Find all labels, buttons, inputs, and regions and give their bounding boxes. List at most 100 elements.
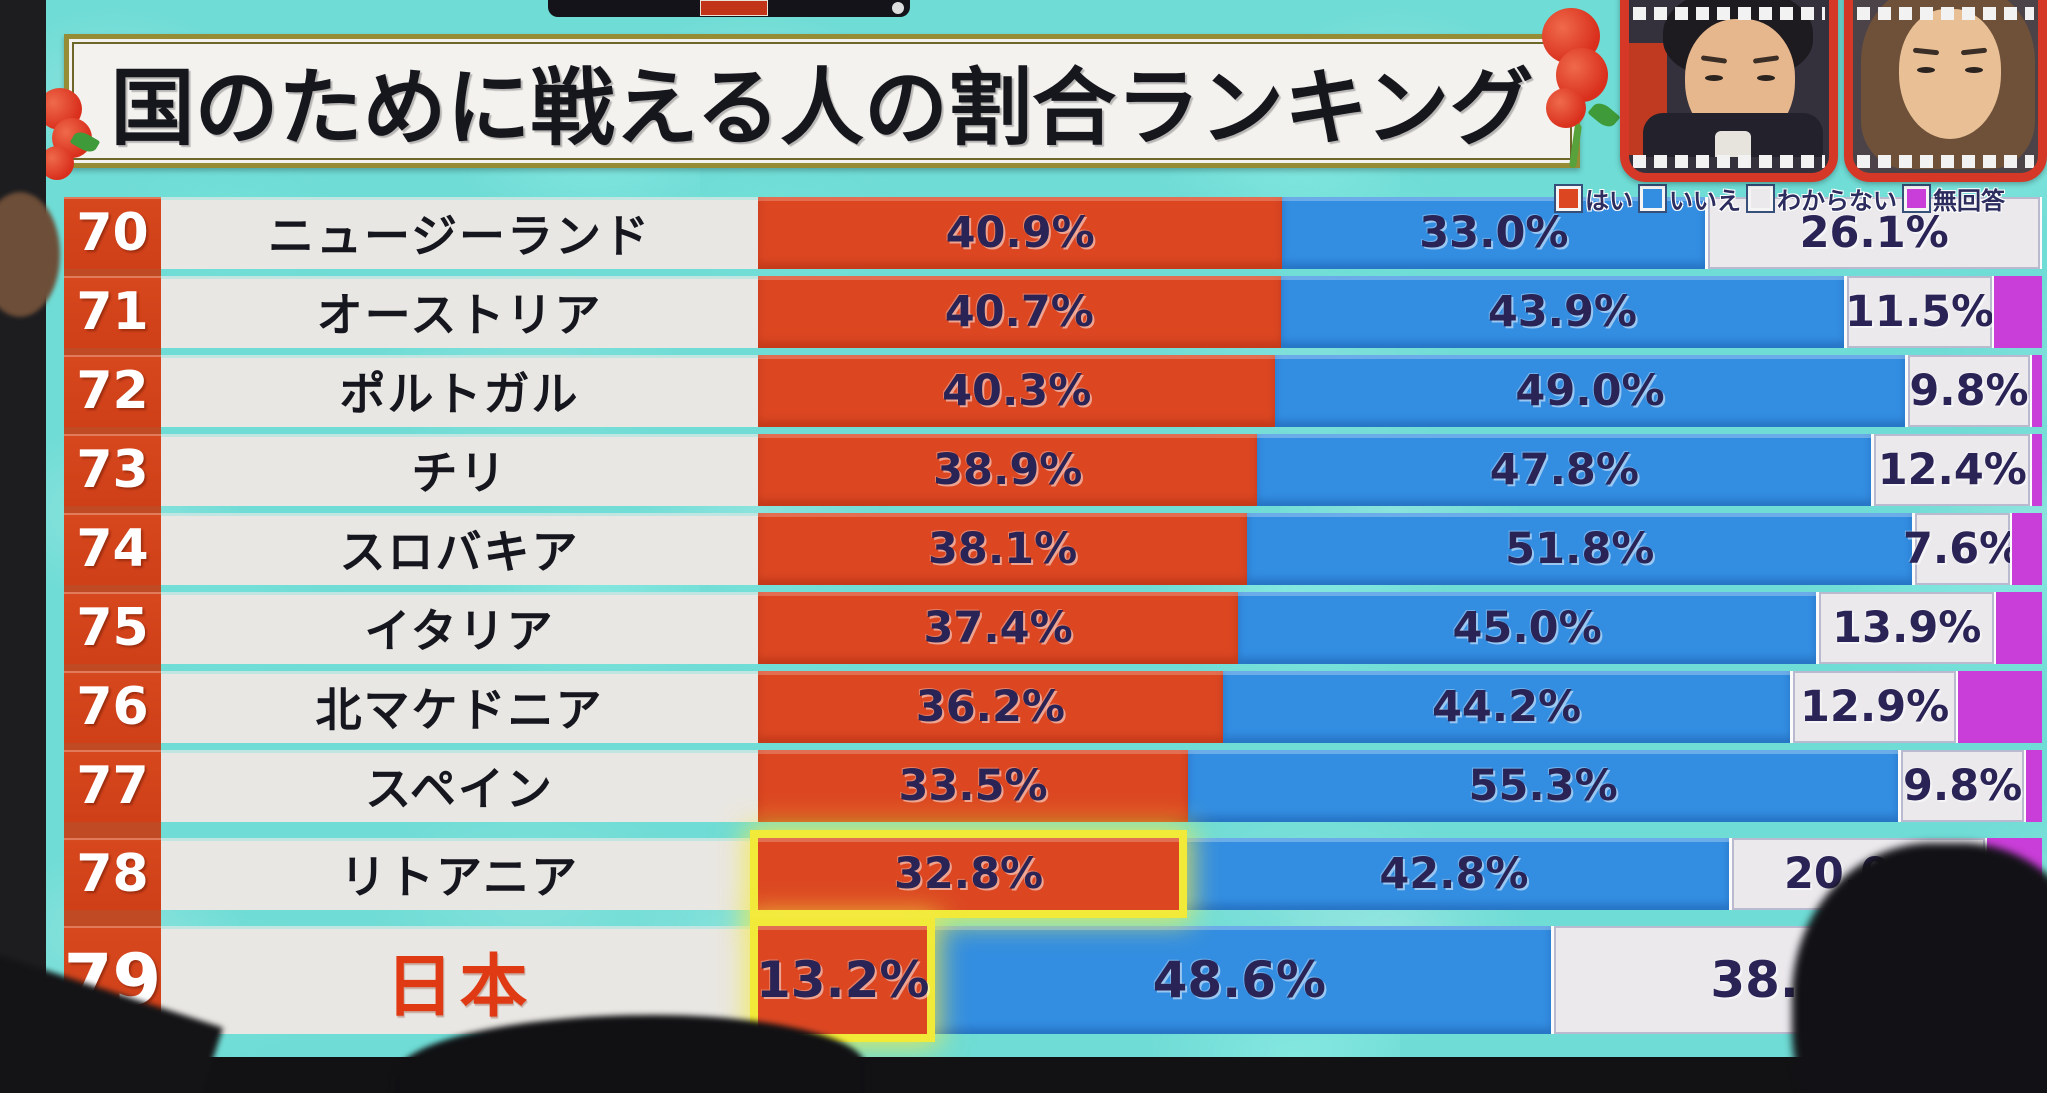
screen-left-black-edge — [0, 0, 60, 1093]
bar-group: 32.8%42.8%20.0% — [758, 838, 2042, 910]
title-banner: 国のために戦える人の割合ランキング — [64, 34, 1580, 168]
rank-cell: 78 — [64, 838, 161, 910]
table-row: 76 北マケドニア 36.2% 44.2% 12.9% — [64, 671, 2042, 743]
rose-decoration-left — [38, 88, 108, 198]
country-cell: リトアニア — [161, 838, 758, 910]
rose-petal — [1546, 88, 1586, 128]
rank-cell: 77 — [64, 750, 161, 822]
bar-segment-yes: 33.5% — [758, 750, 1189, 822]
bar-segment-na — [1955, 671, 2042, 743]
bar-segment-no: 48.6% — [927, 926, 1552, 1034]
legend-swatch — [1556, 185, 1581, 211]
legend-swatch — [1748, 185, 1773, 211]
legend-label: はい — [1585, 186, 1633, 215]
bar-segment-no: 42.8% — [1179, 838, 1729, 910]
legend-item: 無回答 — [1904, 181, 2005, 216]
rank-cell: 70 — [64, 197, 161, 269]
bar-segment-na — [2024, 750, 2042, 822]
legend-label: 無回答 — [1933, 186, 2005, 215]
country-cell: 北マケドニア — [161, 671, 758, 743]
legend-item: いいえ — [1640, 181, 1741, 216]
eye — [1705, 75, 1723, 81]
bar-segment-no: 49.0% — [1275, 355, 1905, 427]
bar-group: 40.9% 33.0% 26.1% — [758, 197, 2042, 269]
screen-bottom-black-edge — [0, 1057, 2047, 1093]
commentator-thumbnail-right — [1844, 0, 2047, 182]
bar-group: 33.5% 55.3% 9.8% — [758, 750, 2042, 822]
bar-group: 38.1% 51.8% 7.6% — [758, 513, 2042, 585]
bar-segment-no: 33.0% — [1282, 197, 1706, 269]
table-row: 75 イタリア 37.4% 45.0% 13.9% — [64, 592, 2042, 664]
bar-segment-na — [2030, 434, 2042, 506]
bar-segment-yes: 38.1% — [758, 513, 1248, 585]
bar-group: 40.7% 43.9% 11.5% — [758, 276, 2042, 348]
bar-segment-dk: 11.5% — [1844, 276, 1994, 348]
overlay-dot-icon — [892, 2, 904, 14]
table-row: 71 オーストリア 40.7% 43.9% 11.5% — [64, 276, 2042, 348]
table-row: 73 チリ 38.9% 47.8% 12.4% — [64, 434, 2042, 506]
commentator-thumbnail-left — [1620, 0, 1838, 182]
country-cell: スロバキア — [161, 513, 758, 585]
bar-segment-no: 51.8% — [1247, 513, 1913, 585]
country-cell: オーストリア — [161, 276, 758, 348]
bar-segment-dk: 9.8% — [1904, 355, 2031, 427]
page-title: 国のために戦える人の割合ランキング — [110, 57, 1534, 157]
bar-segment-yes: 37.4% — [758, 592, 1239, 664]
legend-label: わからない — [1777, 186, 1897, 215]
eye — [1917, 67, 1935, 73]
bar-segment-yes: 32.8% — [758, 838, 1180, 910]
bar-group: 40.3% 49.0% 9.8% — [758, 355, 2042, 427]
table-row: 78 リトアニア 32.8%42.8%20.0% — [64, 838, 2042, 910]
country-cell: スペイン — [161, 750, 758, 822]
rank-cell: 74 — [64, 513, 161, 585]
bar-segment-yes: 36.2% — [758, 671, 1223, 743]
bar-segment-na — [1994, 592, 2042, 664]
rose-stem — [1568, 123, 1583, 169]
country-cell: ポルトガル — [161, 355, 758, 427]
eyebrow — [1960, 47, 1988, 56]
bar-segment-yes: 40.9% — [758, 197, 1283, 269]
rank-cell: 71 — [64, 276, 161, 348]
eye — [1757, 75, 1775, 81]
bar-segment-no: 43.9% — [1280, 276, 1845, 348]
bar-segment-na — [1991, 276, 2042, 348]
bar-segment-na — [2030, 355, 2042, 427]
bar-segment-no: 55.3% — [1188, 750, 1899, 822]
face — [1899, 9, 2001, 139]
table-row: 70 ニュージーランド 40.9% 33.0% 26.1% — [64, 197, 2042, 269]
table-row: 79 日本 13.2%48.6%38.1% — [64, 926, 2042, 1034]
foreground-silhouette-left — [0, 192, 60, 317]
rank-cell: 72 — [64, 355, 161, 427]
table-row: 77 スペイン 33.5% 55.3% 9.8% — [64, 750, 2042, 822]
bar-segment-na — [2039, 197, 2042, 269]
bar-segment-yes: 40.3% — [758, 355, 1276, 427]
foreground-silhouette-right — [1792, 843, 2047, 1093]
bar-segment-no: 47.8% — [1257, 434, 1872, 506]
rose-decoration-right — [1528, 8, 1628, 169]
eyebrow — [1912, 47, 1940, 56]
bar-segment-dk: 12.4% — [1871, 434, 2031, 506]
shirt — [1715, 131, 1751, 157]
legend-item: はい — [1556, 181, 1633, 216]
legend-label: いいえ — [1669, 186, 1741, 215]
broadcast-overlay-fragment — [548, 0, 910, 17]
bar-group: 37.4% 45.0% 13.9% — [758, 592, 2042, 664]
bar-segment-dk: 26.1% — [1705, 197, 2040, 269]
bar-group: 36.2% 44.2% 12.9% — [758, 671, 2042, 743]
rose-leaf — [1587, 99, 1621, 131]
legend: はい いいえ わからない 無回答 — [1556, 181, 2047, 215]
bar-group: 38.9% 47.8% 12.4% — [758, 434, 2042, 506]
legend-swatch — [1640, 185, 1665, 211]
table-row: 72 ポルトガル 40.3% 49.0% 9.8% — [64, 355, 2042, 427]
bar-segment-dk: 9.8% — [1898, 750, 2024, 822]
legend-swatch — [1904, 185, 1929, 211]
bar-segment-yes: 13.2% — [756, 926, 929, 1034]
bar-segment-dk: 7.6% — [1903, 513, 2022, 585]
rank-cell: 73 — [64, 434, 161, 506]
eyebrow — [1700, 55, 1728, 64]
bar-segment-dk: 13.9% — [1816, 592, 1995, 664]
bar-segment-yes: 40.7% — [758, 276, 1281, 348]
rank-cell: 75 — [64, 592, 161, 664]
ranking-table: 70 ニュージーランド 40.9% 33.0% 26.1% 71 オーストリア 40… — [64, 197, 2042, 1041]
